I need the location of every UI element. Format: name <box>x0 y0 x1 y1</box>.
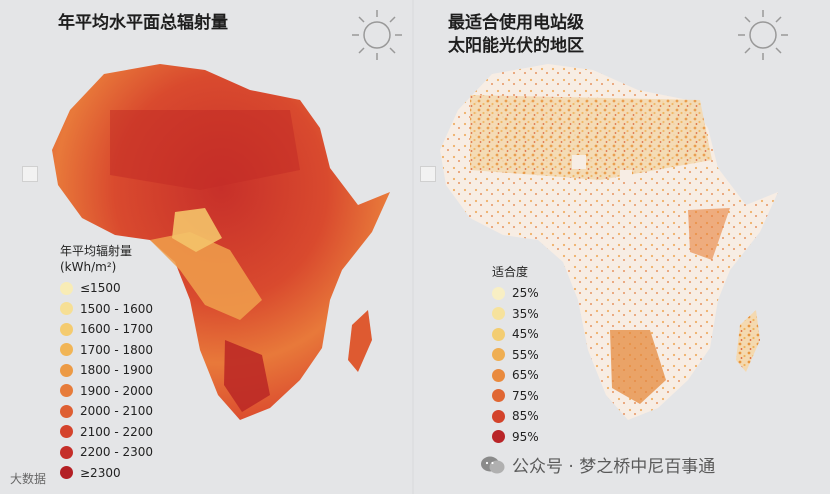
legend-label: 25% <box>512 286 539 301</box>
legend-swatch <box>492 348 505 362</box>
legend-swatch <box>60 384 73 398</box>
legend-item: 2100 - 2200 <box>60 422 153 443</box>
legend-item: 85% <box>492 406 539 427</box>
legend-item: 1600 - 1700 <box>60 319 153 340</box>
legend-title: 适合度 <box>492 265 529 279</box>
legend-unit: (kWh/m²) <box>60 260 117 274</box>
legend-swatch <box>60 445 73 459</box>
legend-swatch <box>60 343 73 357</box>
legend-label: 55% <box>512 347 539 362</box>
legend-label: 2200 - 2300 <box>80 445 154 460</box>
legend-item: 95% <box>492 427 539 448</box>
legend-swatch <box>492 286 505 300</box>
legend-label: ≥2300 <box>80 465 121 480</box>
right-title-line2: 太阳能光伏的地区 <box>448 36 584 56</box>
legend-item: 1500 - 1600 <box>60 299 153 320</box>
legend-label: 1500 - 1600 <box>80 301 154 316</box>
legend-swatch <box>60 302 73 316</box>
legend-swatch <box>492 368 505 382</box>
legend-item: 1800 - 1900 <box>60 360 153 381</box>
legend-label: 45% <box>512 327 539 342</box>
frame-marker <box>22 166 38 182</box>
legend-item: 1700 - 1800 <box>60 340 153 361</box>
legend-label: 75% <box>512 388 539 403</box>
frame-marker <box>420 166 436 182</box>
corner-watermark: 大数据 <box>10 472 47 486</box>
legend-label: 35% <box>512 306 539 321</box>
legend-item: 75% <box>492 386 539 407</box>
left-title: 年平均水平面总辐射量 <box>58 13 228 33</box>
right-title-line1: 最适合使用电站级 <box>448 13 584 33</box>
legend-label: 1600 - 1700 <box>80 322 154 337</box>
legend-label: 1800 - 1900 <box>80 363 154 378</box>
legend-label: 95% <box>512 429 539 444</box>
legend-item: 1900 - 2000 <box>60 381 153 402</box>
legend-swatch <box>492 409 505 423</box>
legend-item: 2200 - 2300 <box>60 442 153 463</box>
legend-swatch <box>492 389 505 403</box>
legend-label: 1700 - 1800 <box>80 342 154 357</box>
legend-title: 年平均辐射量 <box>60 244 133 258</box>
irradiance-map <box>52 64 390 420</box>
legend-item: 55% <box>492 345 539 366</box>
wechat-icon <box>481 456 505 473</box>
legend-label: 85% <box>512 409 539 424</box>
legend-swatch <box>492 307 505 321</box>
wechat-watermark: 公众号 · 梦之桥中尼百事通 <box>480 452 715 477</box>
suitability-legend: 适合度 25% 35% 45% 55% 65% 75% 85% 95% <box>492 264 539 447</box>
legend-swatch <box>60 281 73 295</box>
legend-item: 65% <box>492 365 539 386</box>
sun-icon <box>352 10 402 60</box>
watermark-text: 公众号 · 梦之桥中尼百事通 <box>512 457 716 477</box>
legend-label: ≤1500 <box>80 281 121 296</box>
legend-label: 2100 - 2200 <box>80 424 154 439</box>
legend-swatch <box>60 466 73 480</box>
legend-label: 2000 - 2100 <box>80 404 154 419</box>
legend-swatch <box>492 327 505 341</box>
right-title: 最适合使用电站级 太阳能光伏的地区 <box>448 12 584 58</box>
legend-swatch <box>60 404 73 418</box>
legend-label: 1900 - 2000 <box>80 383 154 398</box>
legend-label: 65% <box>512 368 539 383</box>
sun-icon <box>738 10 788 60</box>
legend-item: 35% <box>492 304 539 325</box>
legend-swatch <box>492 430 505 444</box>
legend-item: 25% <box>492 283 539 304</box>
legend-swatch <box>60 425 73 439</box>
legend-swatch <box>60 322 73 336</box>
legend-item: 2000 - 2100 <box>60 401 153 422</box>
suitability-map <box>440 64 778 420</box>
irradiance-legend: 年平均辐射量 (kWh/m²) ≤1500 1500 - 1600 1600 - 1… <box>60 243 153 483</box>
legend-swatch <box>60 363 73 377</box>
legend-item: ≤1500 <box>60 278 153 299</box>
legend-item: ≥2300 <box>60 463 153 484</box>
legend-item: 45% <box>492 324 539 345</box>
